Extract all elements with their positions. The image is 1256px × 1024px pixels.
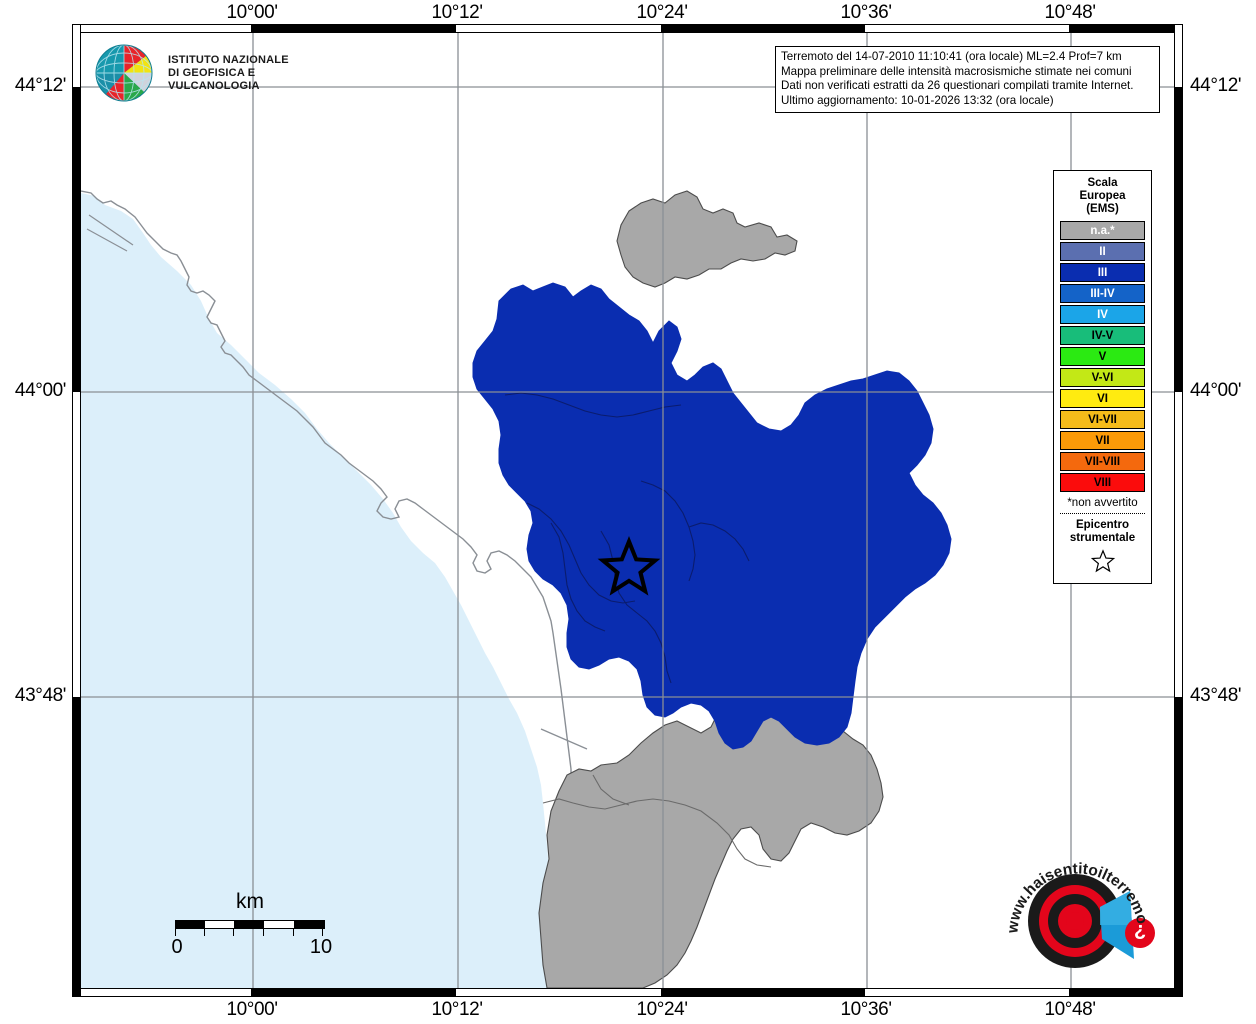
na-region-south (538, 680, 884, 988)
ingv-name-line-2: DI GEOFISICA E VULCANOLOGIA (168, 67, 260, 92)
ingv-name-line-1: ISTITUTO NAZIONALE (168, 54, 289, 66)
lon-label-top-1: 10°12' (431, 2, 483, 23)
commune-boundary-4 (640, 480, 696, 582)
legend-epicenter-symbol (1060, 549, 1145, 575)
legend-swatch-ii[interactable]: II (1060, 241, 1145, 261)
harbour-line-1 (88, 214, 134, 246)
legend-title: Scala Europea (EMS) (1060, 177, 1145, 217)
svg-text:?: ? (1134, 920, 1146, 942)
ingv-globe-icon (95, 44, 153, 102)
event-info-line-2: Mappa preliminare delle intensità macros… (781, 64, 1132, 78)
lat-label-left-1: 44°00' (14, 380, 66, 401)
event-info-box: Terremoto del 14-07-2010 11:10:41 (ora l… (775, 46, 1160, 114)
na-internal-boundary-2 (592, 774, 630, 806)
ruler-right (1174, 24, 1183, 997)
commune-boundary-1 (504, 392, 682, 418)
scale-bar: km 0 10 (171, 890, 332, 958)
scale-unit-label: km (236, 890, 264, 913)
legend-swatch-vi-vii[interactable]: VI-VII (1060, 409, 1145, 429)
legend-item-list: n.a.* II III III-IV IV IV-V V V-VI VI VI-VII VII VI… (1060, 220, 1145, 492)
lat-label-right-0: 44°12' (1190, 75, 1242, 96)
legend-swatch-vi[interactable]: VI (1060, 388, 1145, 408)
event-info-line-3: Dati non verificati estratti da 26 quest… (781, 79, 1134, 93)
legend-epicenter-line-1: Epicentro (1075, 518, 1130, 531)
map-canvas[interactable] (80, 32, 1175, 989)
legend-title-line-1: Scala (1087, 177, 1118, 189)
harbour-line-2 (86, 228, 128, 252)
legend-footnote: *non avvertito (1060, 497, 1145, 514)
legend-swatch-viii[interactable]: VIII (1060, 472, 1145, 492)
legend-epicenter-line-2: strumentale (1069, 531, 1136, 544)
lon-label-bottom-2: 10°24' (636, 999, 688, 1020)
event-info-line-1: Terremoto del 14-07-2010 11:10:41 (ora l… (781, 50, 1122, 63)
lat-label-left-2: 43°48' (14, 685, 66, 706)
scale-bar-graphic (175, 920, 325, 929)
commune-boundary-2 (526, 502, 636, 604)
lat-label-right-2: 43°48' (1190, 685, 1242, 706)
legend-title-line-2: Europea (1079, 190, 1126, 203)
hsit-target-speaker-logo: ? www.haisentitoilterremoto.it (995, 842, 1155, 968)
scale-bar-ticks (175, 929, 325, 936)
legend-swatch-iii-iv[interactable]: III-IV (1060, 283, 1145, 303)
scale-min-label: 0 (171, 936, 183, 958)
legend-swatch-vii[interactable]: VII (1060, 430, 1145, 450)
map-geometry (81, 33, 1174, 988)
lon-label-bottom-3: 10°36' (840, 999, 892, 1020)
lon-label-bottom-1: 10°12' (431, 999, 483, 1020)
coastline (81, 190, 592, 988)
legend-swatch-iv[interactable]: IV (1060, 304, 1145, 324)
lat-label-left-0: 44°12' (14, 75, 66, 96)
legend-epicenter-caption: Epicentro strumentale (1060, 519, 1145, 545)
lat-label-right-1: 44°00' (1190, 380, 1242, 401)
legend-swatch-vii-viii[interactable]: VII-VIII (1060, 451, 1145, 471)
scale-max-label: 10 (309, 936, 333, 958)
event-info-line-4: Ultimo aggiornamento: 10-01-2026 13:32 (… (781, 93, 1054, 107)
intensity-region-III (472, 282, 952, 750)
lon-label-top-4: 10°48' (1044, 2, 1096, 23)
sea-polygon (81, 193, 559, 988)
lon-label-top-0: 10°00' (226, 2, 278, 23)
lon-label-bottom-0: 10°00' (226, 999, 278, 1020)
ingv-logo: ISTITUTO NAZIONALE DI GEOFISICA E VULCAN… (92, 42, 307, 104)
filled-star-icon (597, 536, 661, 596)
harbour-line-3 (540, 728, 588, 750)
na-region-north (616, 190, 798, 288)
lon-label-top-2: 10°24' (636, 2, 688, 23)
legend-title-line-3: (EMS) (1086, 203, 1119, 216)
legend-swatch-iii[interactable]: III (1060, 262, 1145, 282)
commune-boundary-6 (688, 522, 750, 562)
na-internal-boundary-1 (542, 798, 772, 868)
legend-swatch-v-vi[interactable]: V-VI (1060, 367, 1145, 387)
legend-swatch-iv-v[interactable]: IV-V (1060, 325, 1145, 345)
open-star-icon (1090, 549, 1115, 573)
lon-label-top-3: 10°36' (840, 2, 892, 23)
legend-panel: Scala Europea (EMS) n.a.* II III III-IV IV IV… (1053, 170, 1152, 585)
scale-bar-values: 0 10 (171, 936, 332, 958)
legend-swatch-v[interactable]: V (1060, 346, 1145, 366)
commune-boundary-5 (550, 522, 606, 632)
hsit-watermark[interactable]: ? www.haisentitoilterremoto.it (995, 842, 1160, 990)
lon-label-bottom-4: 10°48' (1044, 999, 1096, 1020)
legend-swatch-n-a-[interactable]: n.a.* (1060, 220, 1145, 240)
